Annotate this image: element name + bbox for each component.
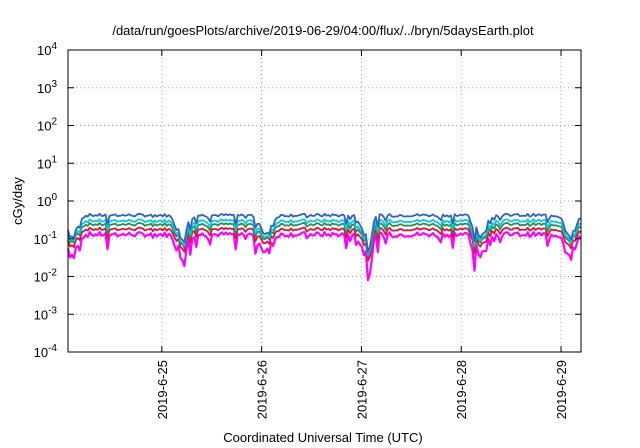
y-axis-label: cGy/day [10, 177, 25, 225]
x-tick-label: 2019-6-27 [354, 360, 369, 419]
x-tick-label: 2019-6-29 [554, 360, 569, 419]
y-tick-label: 104 [37, 41, 57, 58]
y-tick-label: 10-1 [34, 230, 58, 247]
chart-title: /data/run/goesPlots/archive/2019-06-29/0… [112, 23, 534, 38]
grid [68, 50, 581, 352]
series-line [67, 218, 582, 256]
series-line [67, 212, 581, 253]
y-tick-label: 103 [37, 79, 57, 96]
x-tick-label: 2019-6-28 [454, 360, 469, 419]
x-axis-label: Coordinated Universal Time (UTC) [223, 430, 422, 445]
x-axis: 2019-6-25 2019-6-26 2019-6-27 2019-6-28 2019… [155, 50, 569, 419]
x-tick-label: 2019-6-25 [155, 360, 170, 419]
y-tick-label: 10-3 [34, 305, 58, 322]
series-line [67, 222, 582, 258]
y-tick-label: 10-4 [34, 343, 58, 360]
series-group [66, 212, 582, 282]
series-line [67, 226, 582, 262]
x-tick-label: 2019-6-26 [255, 360, 270, 419]
y-tick-label: 101 [37, 154, 57, 171]
y-tick-label: 102 [37, 117, 57, 134]
y-axis: 10-4 10-3 10-2 10-1 100 101 102 103 104 [34, 41, 581, 360]
y-tick-label: 100 [37, 192, 57, 209]
series-line [66, 231, 582, 282]
y-tick-label: 10-2 [34, 268, 58, 285]
